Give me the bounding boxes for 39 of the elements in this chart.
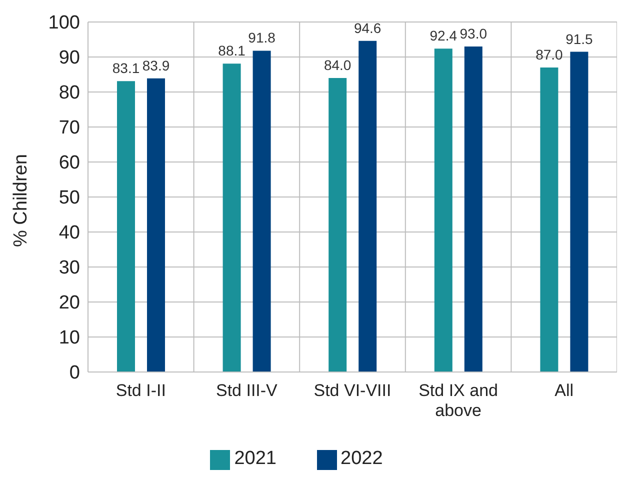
bar — [147, 78, 165, 372]
y-tick-label: 100 — [48, 12, 80, 34]
data-label: 91.8 — [248, 30, 276, 46]
x-tick-label: All — [554, 381, 574, 400]
data-label: 83.9 — [142, 57, 170, 74]
y-tick-label: 10 — [58, 328, 80, 349]
data-label: 84.0 — [324, 57, 352, 73]
bar — [328, 78, 347, 372]
data-label: 88.1 — [218, 42, 246, 59]
y-tick-label: 20 — [58, 292, 80, 314]
x-tick-label: Std I-II — [116, 381, 166, 400]
data-label: 91.5 — [566, 30, 594, 47]
bar — [434, 48, 452, 372]
y-axis-title: % Children — [10, 154, 32, 247]
bar — [464, 46, 482, 372]
data-label: 87.0 — [536, 46, 564, 62]
bar — [222, 64, 241, 372]
y-tick-label: 70 — [58, 118, 80, 139]
y-tick-label: 80 — [58, 82, 80, 104]
bar — [117, 81, 135, 372]
data-label: 83.1 — [112, 60, 140, 76]
data-label: 93.0 — [460, 26, 488, 42]
bar — [570, 52, 588, 372]
bar — [252, 50, 271, 372]
y-tick-label: 60 — [58, 152, 80, 174]
x-tick-label: Std III-V — [216, 381, 278, 400]
y-tick-label: 50 — [58, 188, 80, 209]
data-label: 94.6 — [354, 20, 382, 36]
bar — [358, 40, 377, 372]
y-tick-label: 0 — [69, 362, 80, 384]
x-tick-label: Std VI-VIII — [314, 381, 392, 400]
y-tick-label: 90 — [58, 48, 80, 69]
y-tick-label: 40 — [58, 222, 80, 244]
data-label: 92.4 — [430, 28, 458, 44]
legend-label: 2022 — [340, 448, 383, 469]
bar — [540, 68, 558, 372]
y-tick-label: 30 — [58, 258, 80, 279]
x-tick-label: Std IX and above — [418, 381, 498, 420]
legend-label: 2021 — [234, 448, 276, 469]
